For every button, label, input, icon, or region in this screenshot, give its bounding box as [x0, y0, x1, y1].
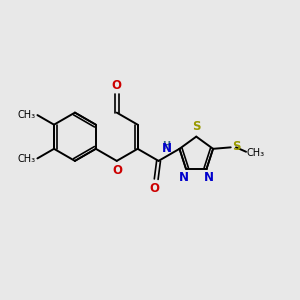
Text: CH₃: CH₃: [18, 110, 36, 119]
Text: S: S: [232, 140, 241, 153]
Text: N: N: [178, 171, 188, 184]
Text: O: O: [112, 164, 122, 177]
Text: N: N: [162, 142, 172, 155]
Text: CH₃: CH₃: [18, 154, 36, 164]
Text: H: H: [163, 141, 171, 151]
Text: S: S: [192, 120, 200, 133]
Text: CH₃: CH₃: [247, 148, 265, 158]
Text: O: O: [112, 79, 122, 92]
Text: O: O: [150, 182, 160, 194]
Text: N: N: [203, 171, 213, 184]
